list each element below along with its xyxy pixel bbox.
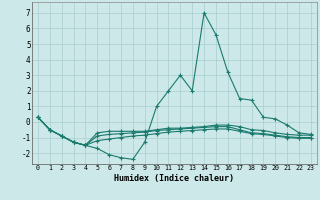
X-axis label: Humidex (Indice chaleur): Humidex (Indice chaleur) — [115, 174, 234, 183]
